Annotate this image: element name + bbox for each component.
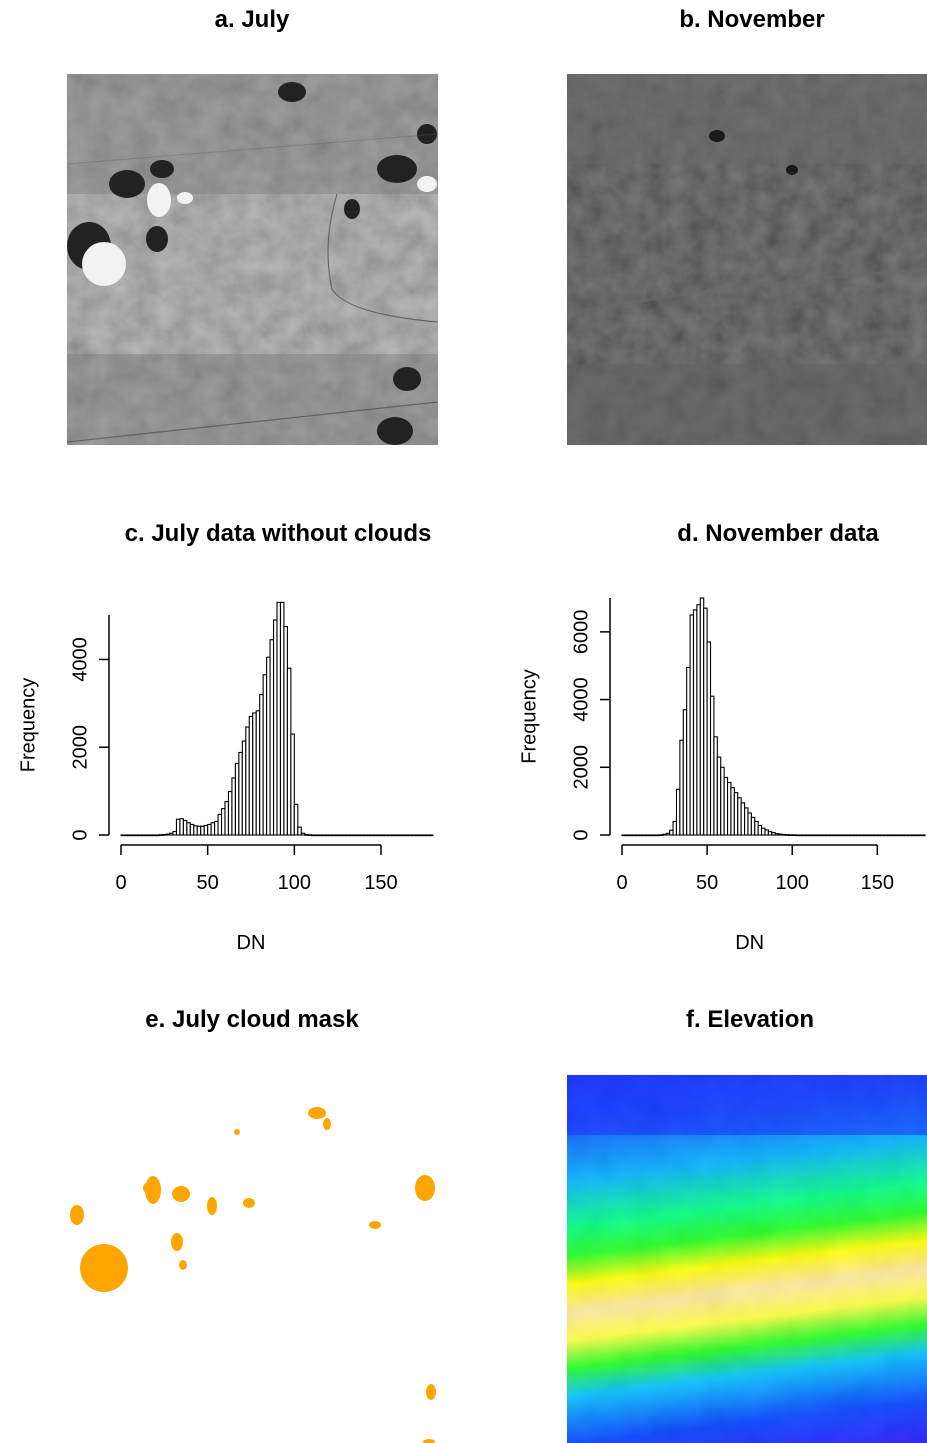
july-cloud-mask (70, 1107, 436, 1443)
x-tick-label: 150 (861, 872, 894, 894)
y-tick-label: 0 (570, 829, 592, 840)
panel-title-a: a. July (214, 6, 290, 33)
x-tick-label: 50 (696, 872, 718, 894)
cloud-mask-blobs (70, 1107, 436, 1443)
panel-title-d: d. November data (677, 520, 879, 547)
x-axis-label: DN (237, 932, 266, 954)
histogram-bar (428, 834, 434, 837)
histogram-bar (921, 834, 926, 837)
x-tick-label: 100 (278, 872, 311, 894)
histogram-bar (297, 826, 302, 836)
histogram-bar (293, 803, 299, 836)
panel-title-e: e. July cloud mask (145, 1006, 359, 1033)
y-tick-label: 6000 (570, 610, 592, 655)
histogram-bar (290, 733, 295, 836)
x-tick-label: 0 (616, 872, 627, 894)
july-satellite-image (67, 74, 438, 445)
november-histogram: 0 50 100 150 0 2000 4000 6000 DN Frequency (518, 597, 926, 954)
y-axis-label: Frequency (17, 678, 39, 773)
y-tick-label: 2000 (570, 745, 592, 790)
elevation-map (567, 1075, 927, 1443)
x-tick-label: 0 (115, 872, 126, 894)
panel-title-b: b. November (679, 6, 825, 33)
y-tick-label: 0 (69, 829, 91, 840)
y-axis-label: Frequency (518, 669, 540, 764)
november-satellite-image (567, 74, 927, 445)
x-axis-label: DN (735, 932, 764, 954)
x-tick-label: 50 (197, 872, 219, 894)
july-histogram: 0 50 100 150 0 2000 4000 DN Frequency (17, 601, 434, 954)
x-tick-label: 150 (364, 872, 397, 894)
y-tick-label: 2000 (69, 725, 91, 770)
panel-title-c: c. July data without clouds (124, 520, 432, 547)
panel-title-f: f. Elevation (685, 1006, 815, 1033)
y-tick-label: 4000 (69, 637, 91, 682)
x-tick-label: 100 (776, 872, 809, 894)
y-tick-label: 4000 (570, 677, 592, 722)
